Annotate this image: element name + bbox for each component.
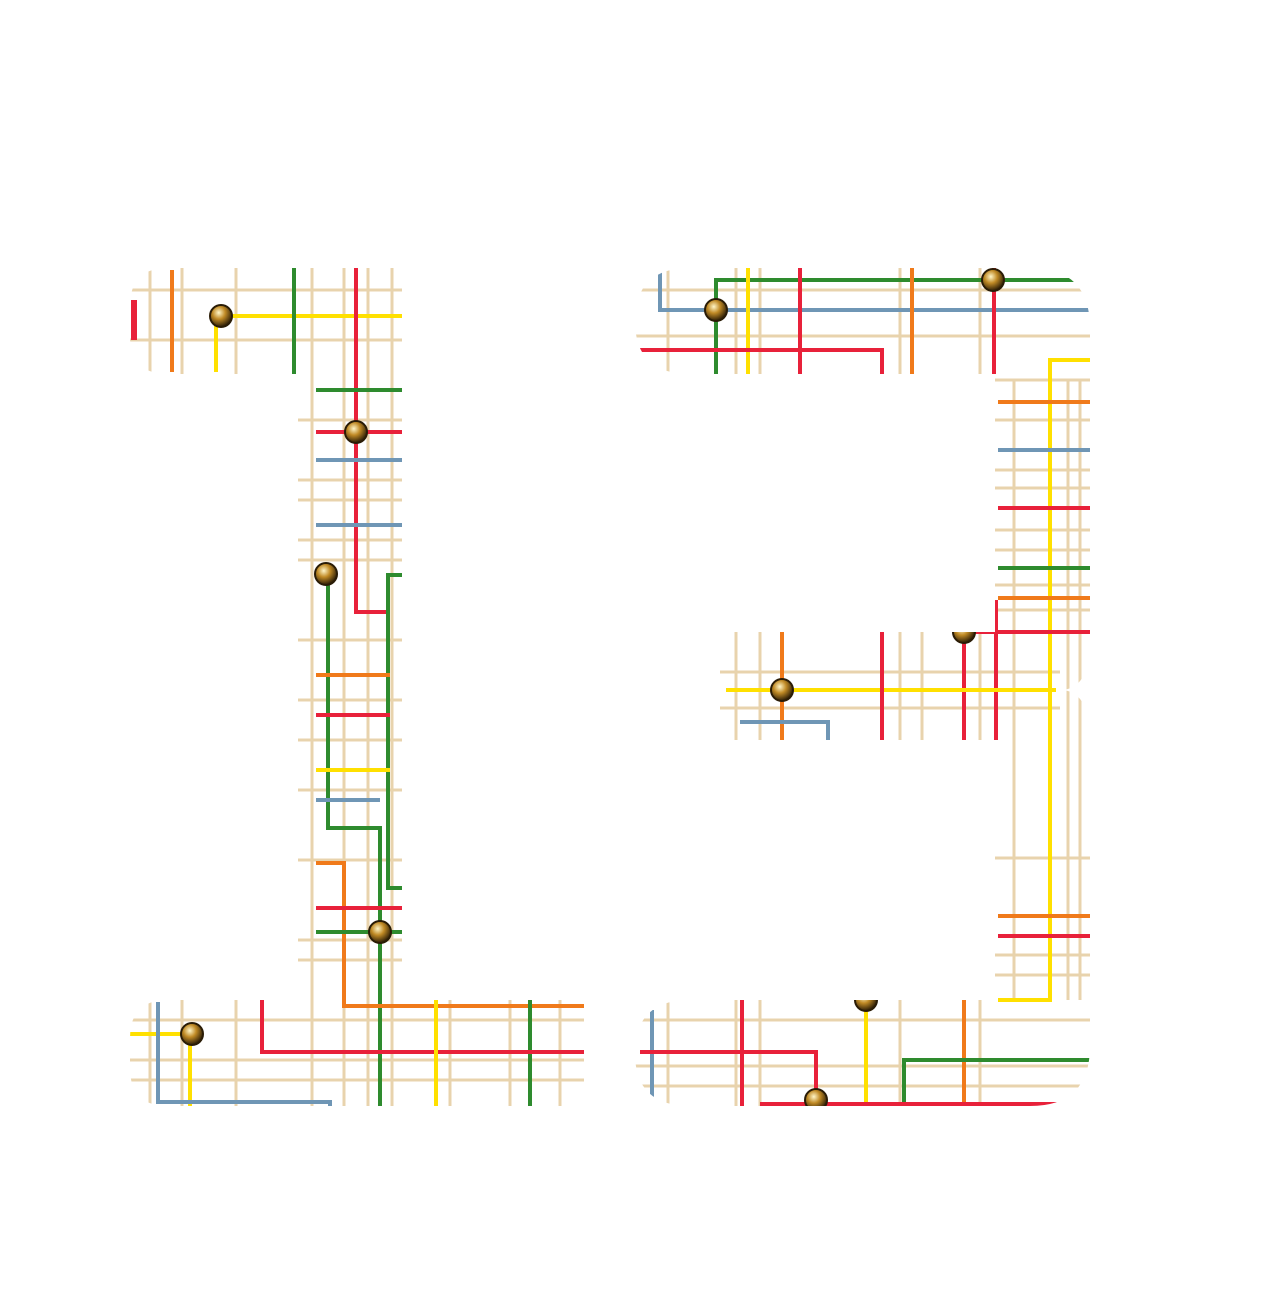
digit-three-glyph (635, 268, 1090, 1106)
digit-one-glyph (130, 268, 584, 1106)
